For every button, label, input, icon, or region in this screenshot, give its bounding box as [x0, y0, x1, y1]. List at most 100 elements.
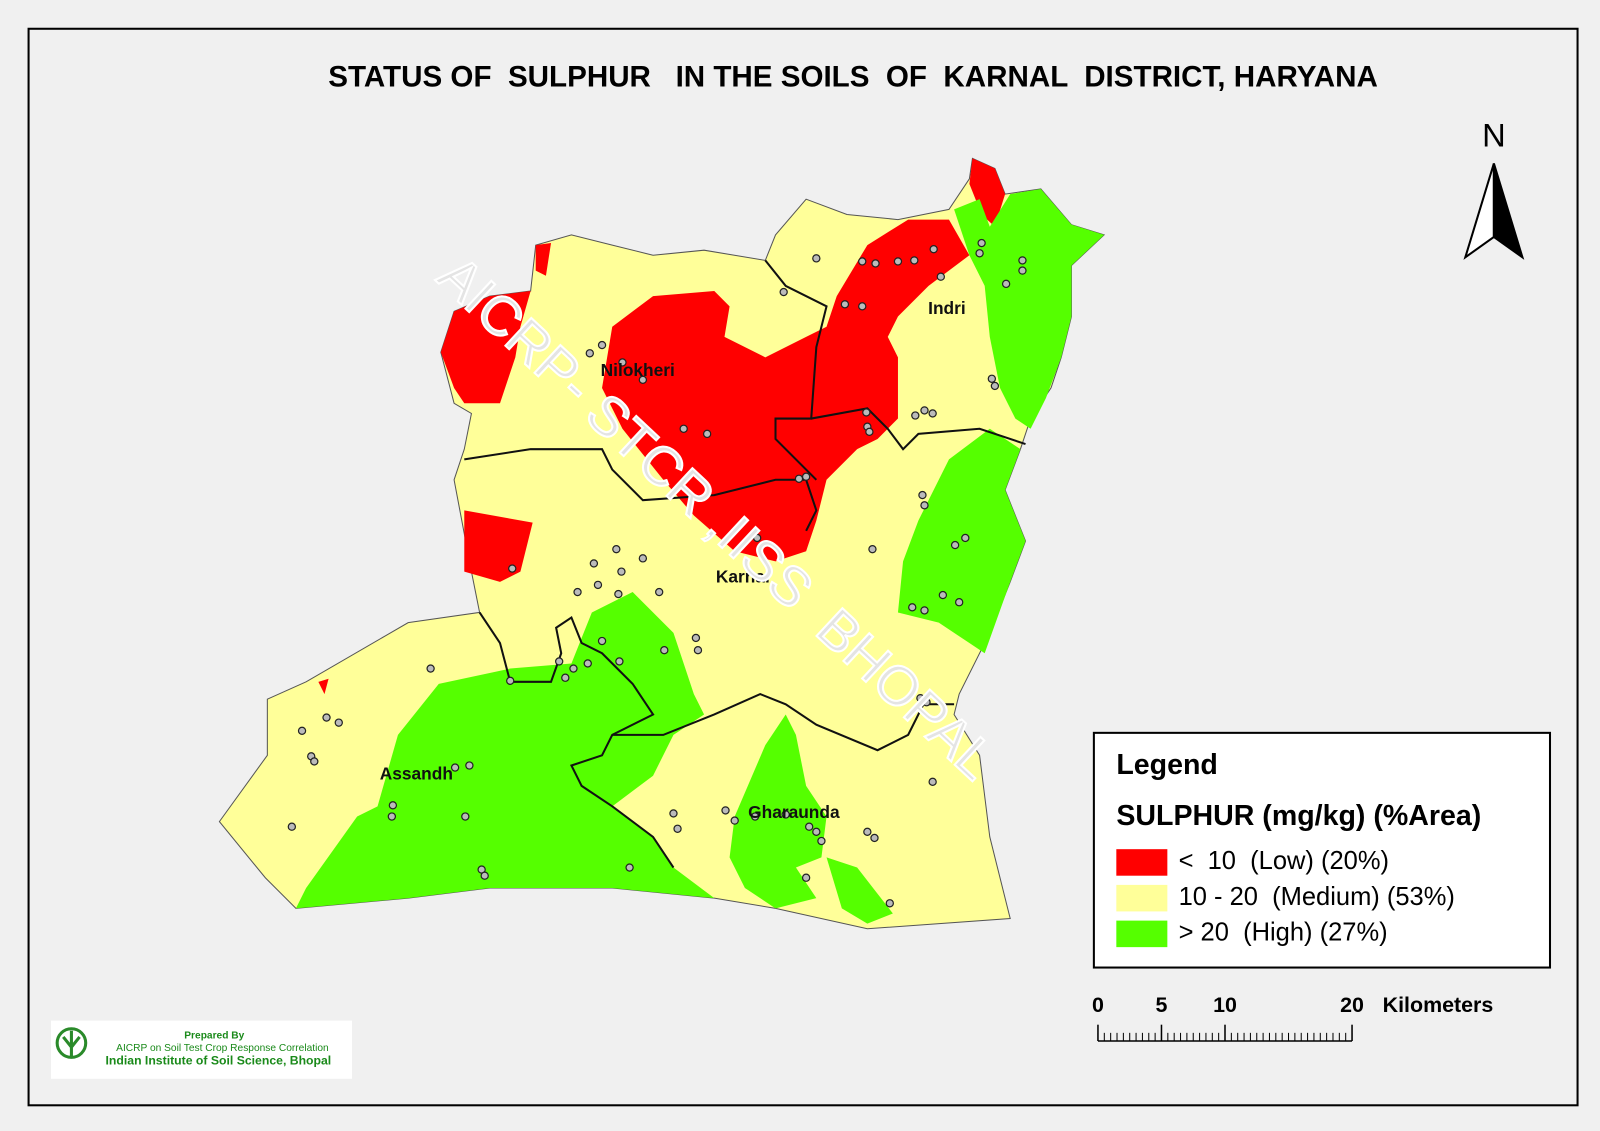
sample-point [961, 533, 970, 543]
sample-point [794, 474, 804, 483]
sample-point [936, 272, 945, 281]
sample-point [322, 713, 331, 722]
legend-swatch [1116, 849, 1168, 876]
sample-point [585, 349, 594, 358]
sample-point [928, 777, 937, 787]
high-zone [729, 714, 827, 909]
sample-point [702, 429, 712, 439]
high-zone [954, 188, 1105, 429]
sample-point [614, 589, 623, 599]
sample-point [506, 676, 515, 685]
footer-box [51, 1020, 353, 1079]
sample-point [426, 664, 435, 673]
high-zone [826, 857, 893, 924]
sample-point [817, 836, 826, 846]
sample-point [812, 254, 821, 263]
logo-stem [62, 1030, 81, 1058]
sample-point [928, 409, 937, 418]
sample-point [721, 806, 730, 815]
sample-point [916, 693, 925, 703]
scale-bar: 0 5 10 20 Kilometers [1092, 993, 1494, 1042]
sample-point [801, 873, 811, 882]
sample-point [730, 816, 739, 825]
sample-point [910, 256, 919, 265]
legend-swatch [1116, 884, 1168, 912]
sample-point [922, 698, 931, 707]
sample-point [955, 598, 964, 607]
sample-point [618, 358, 627, 367]
sample-point [950, 540, 960, 550]
sample-point [660, 646, 669, 655]
place-label: Karnal [716, 566, 770, 586]
sample-point [1018, 256, 1027, 265]
map-title: STATUS OF SULPHUR IN THE SOILS OF KARNAL… [328, 61, 1378, 94]
sample-point [987, 374, 997, 383]
footer-line: Prepared By [184, 1031, 244, 1042]
legend-label: > 20 (High) (27%) [1179, 919, 1388, 947]
sample-point [858, 257, 867, 266]
sample-point [693, 646, 703, 655]
icar-logo [55, 1027, 88, 1059]
scale-tick-label: 10 [1213, 993, 1237, 1017]
north-label: N [1482, 117, 1506, 154]
legend-subtitle: SULPHUR (mg/kg) (%Area) [1116, 800, 1481, 832]
footer-line: AICRP on Soil Test Crop Response Correla… [116, 1043, 329, 1054]
place-label: Indri [928, 298, 966, 318]
low-zone [535, 243, 552, 276]
boundary [478, 611, 675, 869]
sample-point [334, 718, 343, 727]
sample-point [465, 761, 474, 770]
low-zone [969, 158, 1006, 227]
sample-point [287, 822, 297, 831]
place-label: Nilokheri [601, 360, 675, 380]
scale-unit: Kilometers [1383, 993, 1494, 1017]
sample-point [805, 822, 814, 831]
sample-point [871, 259, 880, 268]
boundary [811, 407, 1026, 451]
north-arrow [1492, 163, 1525, 260]
sample-point [612, 544, 621, 554]
sample-point [388, 801, 398, 810]
legend-swatch [1116, 920, 1168, 948]
sample-point [387, 812, 397, 821]
sample-point [801, 472, 811, 481]
sample-point [840, 300, 850, 309]
place-label: Gharaunda [748, 802, 840, 822]
district-map [218, 157, 1106, 930]
block-boundaries [464, 259, 1026, 869]
sample-point [555, 657, 564, 666]
sample-point [1018, 266, 1027, 275]
sample-point [583, 659, 592, 668]
sample-point [977, 238, 986, 248]
sample-point [597, 340, 607, 350]
legend-title: Legend [1116, 749, 1218, 781]
boundary [464, 448, 818, 532]
place-label: Assandh [380, 763, 453, 783]
sample-point [655, 587, 664, 597]
sample-point [638, 375, 648, 384]
sample-point [975, 249, 984, 258]
sample-point [597, 636, 607, 646]
boundary [764, 259, 828, 481]
sample-point [858, 302, 867, 311]
sample-point [812, 827, 821, 837]
low-zone [602, 219, 970, 562]
high-zone [295, 592, 715, 909]
sample-point [589, 559, 599, 568]
boundary [612, 692, 955, 752]
sample-point [779, 287, 788, 297]
sample-point [918, 490, 927, 500]
sample-point [480, 871, 489, 880]
sample-point [865, 427, 874, 437]
footer-line: Indian Institute of Soil Science, Bhopal [106, 1054, 332, 1068]
sample-point [920, 406, 929, 415]
sample-point [1001, 279, 1011, 289]
sample-point [870, 833, 879, 843]
sample-point [593, 580, 603, 590]
scale-tick-label: 0 [1092, 993, 1104, 1017]
sample-point [920, 501, 929, 510]
sample-point [938, 590, 948, 600]
sample-point [911, 411, 920, 420]
sample-point [297, 726, 307, 735]
